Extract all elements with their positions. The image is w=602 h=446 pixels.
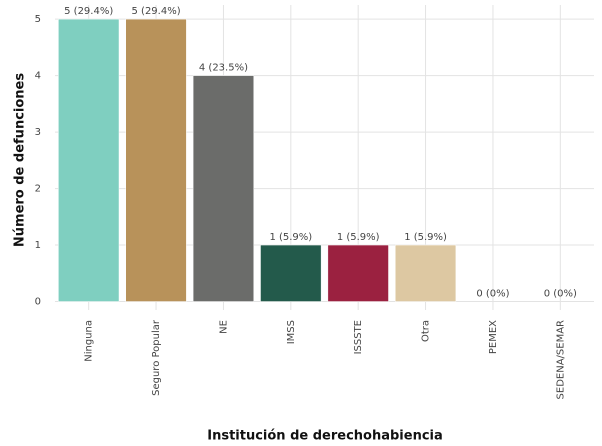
bar <box>327 244 389 302</box>
x-tick-label: Ninguna <box>84 320 95 362</box>
x-axis-title: Institución de derechohabiencia <box>207 429 443 444</box>
bar <box>394 244 457 302</box>
x-tick-label: SEDENA/SEMAR <box>555 320 566 400</box>
y-tick-label: 4 <box>35 71 41 82</box>
y-tick-label: 5 <box>35 14 41 25</box>
value-label: 0 (0%) <box>544 289 577 300</box>
value-label: 1 (5.9%) <box>337 232 380 243</box>
x-tick-label: ISSSTE <box>353 320 364 354</box>
y-tick-label: 1 <box>35 240 41 251</box>
value-label: 1 (5.9%) <box>404 232 447 243</box>
x-tick-label: Seguro Popular <box>151 319 162 396</box>
value-label: 0 (0%) <box>476 289 509 300</box>
x-tick-label: Otra <box>421 320 432 342</box>
bar <box>125 18 187 302</box>
bar <box>260 244 322 302</box>
value-label: 5 (29.4%) <box>132 6 181 17</box>
value-label: 5 (29.4%) <box>64 6 113 17</box>
x-tick-label: PEMEX <box>488 320 499 354</box>
bar <box>192 75 255 302</box>
y-tick-label: 0 <box>35 297 41 308</box>
x-tick-label: NE <box>218 320 229 334</box>
y-axis-title: Número de defunciones <box>13 73 28 247</box>
y-tick-label: 3 <box>35 127 41 138</box>
x-tick-label: IMSS <box>286 320 297 344</box>
value-label: 1 (5.9%) <box>269 232 312 243</box>
y-tick-label: 2 <box>35 184 41 195</box>
bar <box>58 18 120 302</box>
value-label: 4 (23.5%) <box>199 63 248 74</box>
